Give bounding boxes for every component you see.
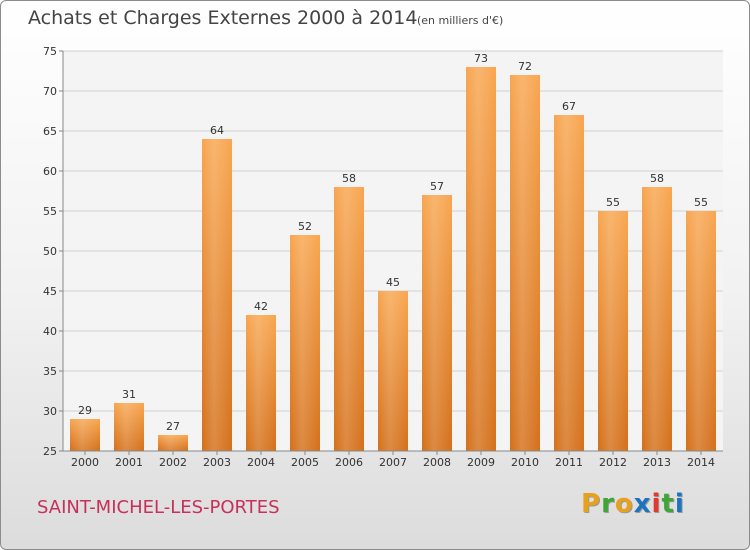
y-tick-label: 65 [43,125,57,138]
x-tick-label: 2002 [159,456,187,469]
x-tick-label: 2001 [115,456,143,469]
x-tick-label: 2005 [291,456,319,469]
bar-highlight [378,291,408,451]
y-tick-label: 25 [43,445,57,458]
town-name: SAINT-MICHEL-LES-PORTES [37,497,280,518]
y-tick-label: 55 [43,205,57,218]
data-label: 64 [210,124,224,137]
data-label: 55 [694,196,708,209]
bar-highlight [598,211,628,451]
x-tick-label: 2003 [203,456,231,469]
bar-highlight [686,211,716,451]
bar-highlight [114,403,144,451]
x-tick-label: 2013 [643,456,671,469]
data-label: 73 [474,52,488,65]
x-tick-label: 2008 [423,456,451,469]
bar-highlight [202,139,232,451]
logo-letter: t [661,489,675,519]
logo-letter: i [674,489,685,519]
bar-highlight [246,315,276,451]
x-tick-label: 2007 [379,456,407,469]
data-label: 55 [606,196,620,209]
axes [59,50,723,455]
y-tick-label: 70 [43,85,57,98]
x-tick-label: 2009 [467,456,495,469]
bar-highlight [290,235,320,451]
bar-highlight [158,435,188,451]
logo-letter: i [651,489,662,519]
y-tick-label: 35 [43,365,57,378]
y-tick-label: 30 [43,405,57,418]
x-tick-label: 2004 [247,456,275,469]
logo-letter: x [633,489,652,519]
logo-letter: o [614,489,634,519]
data-label: 29 [78,404,92,417]
data-label: 72 [518,60,532,73]
y-tick-label: 50 [43,245,57,258]
logo-letter: P [581,489,602,519]
bar-highlight [510,75,540,451]
bars [70,67,716,451]
x-tick-label: 2006 [335,456,363,469]
data-label: 52 [298,220,312,233]
data-label: 58 [342,172,356,185]
y-tick-label: 40 [43,325,57,338]
y-tick-label: 45 [43,285,57,298]
x-tick-label: 2010 [511,456,539,469]
x-tick-label: 2014 [687,456,715,469]
bar-highlight [466,67,496,451]
data-label: 57 [430,180,444,193]
logo-letter: r [601,489,615,519]
data-label: 42 [254,300,268,313]
unit-label: (en milliers d'€) [417,14,504,27]
bar-highlight [642,187,672,451]
y-tick-label: 60 [43,165,57,178]
data-label: 31 [122,388,136,401]
bar-highlight [70,419,100,451]
data-label: 58 [650,172,664,185]
data-label: 45 [386,276,400,289]
labels: 25 30 35 40 45 50 55 60 65 70 75 29 2000 31 2001 27 2002… [43,45,715,469]
data-label: 67 [562,100,576,113]
y-tick-label: 75 [43,45,57,58]
proxiti-logo: Proxiti [581,489,685,519]
data-label: 27 [166,420,180,433]
bar-highlight [554,115,584,451]
x-tick-label: 2000 [71,456,99,469]
bar-highlight [334,187,364,451]
chart-title: Achats et Charges Externes 2000 à 2014 [28,7,418,29]
x-tick-label: 2012 [599,456,627,469]
x-tick-label: 2011 [555,456,583,469]
bar-highlight [422,195,452,451]
